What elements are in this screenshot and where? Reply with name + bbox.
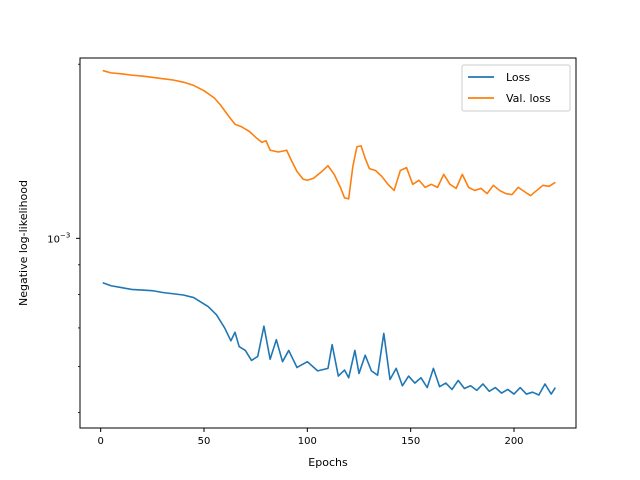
series-line-loss: [102, 281, 557, 396]
series-line-val-loss: [102, 69, 556, 200]
x-tick-label: 150: [401, 436, 420, 447]
plot-lines: [102, 69, 557, 396]
y-tick-label-exponent: −3: [60, 231, 70, 239]
y-axis-ticks: 10 −3: [47, 63, 80, 413]
legend-label: Loss: [506, 71, 530, 84]
x-tick-label: 0: [97, 436, 103, 447]
x-axis-label: Epochs: [308, 456, 348, 469]
y-tick-label: 10: [47, 234, 60, 245]
axes-frame: [79, 57, 577, 429]
x-tick-label: 100: [298, 436, 317, 447]
y-axis-label: Negative log-likelihood: [17, 180, 30, 306]
x-tick-label: 50: [198, 436, 211, 447]
legend-label: Val. loss: [506, 92, 551, 105]
legend: Loss Val. loss: [461, 64, 571, 112]
x-axis-ticks: 0 50 100 150 200: [97, 428, 524, 447]
x-tick-label: 200: [504, 436, 523, 447]
